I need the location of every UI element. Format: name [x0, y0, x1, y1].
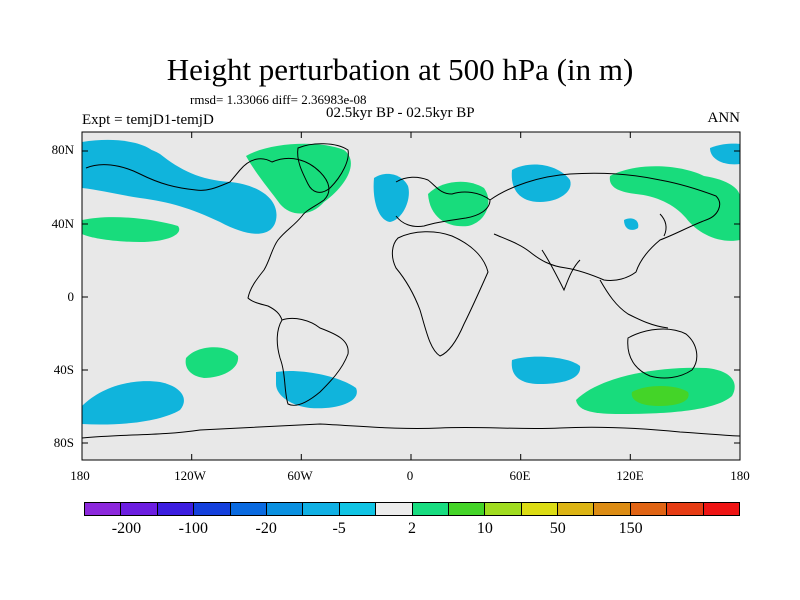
x-tick-180w: 180: [70, 468, 90, 483]
colorbar-swatch-11: [485, 503, 522, 515]
map-title: Height perturbation at 500 hPa (in m): [166, 52, 634, 87]
colorbar-swatch-9: [412, 503, 449, 515]
coast-southeast-asia: [599, 279, 669, 329]
season-label: ANN: [707, 110, 741, 126]
anomaly-strong-positive-core: [631, 386, 689, 406]
experiment-label: Expt = temjD1-temjD: [82, 112, 214, 128]
anomaly-korea: [624, 218, 639, 230]
colorbar: [84, 502, 740, 516]
colorbar-swatch-16: [667, 503, 704, 515]
x-tick-0: 0: [406, 468, 414, 483]
anomaly-north-pacific: [82, 143, 277, 234]
colorbar-swatch-1: [121, 503, 158, 515]
y-tick-40s: 40S: [53, 362, 74, 377]
coast-north-america: [85, 157, 330, 321]
colorbar-swatch-2: [157, 503, 195, 515]
anomaly-arctic-west: [82, 139, 155, 163]
colorbar-label-2: -20: [255, 520, 277, 537]
colorbar-swatch-12: [521, 503, 559, 515]
axis-ticks: [81, 132, 741, 460]
colorbar-swatch-5: [266, 503, 304, 515]
y-tick-40n: 40N: [51, 216, 74, 231]
world-map-plot: [81, 131, 741, 461]
colorbar-label-6: 50: [549, 520, 566, 537]
coast-asia: [489, 172, 721, 281]
coast-africa: [391, 231, 489, 357]
x-tick-180e: 180: [730, 468, 750, 483]
y-tick-80n: 80N: [51, 142, 74, 157]
coast-japan: [659, 213, 667, 237]
colorbar-swatch-10: [448, 503, 486, 515]
anomaly-northeast-asia: [609, 166, 741, 241]
anomaly-canada-greenland: [246, 143, 351, 214]
coast-greenland: [297, 143, 349, 193]
coastlines: [81, 143, 741, 439]
coast-south-america: [276, 317, 349, 406]
negative-anomaly-regions: [82, 139, 740, 425]
colorbar-swatch-14: [594, 503, 631, 515]
colorbar-swatch-8: [376, 503, 413, 515]
colorbar-label-1: -100: [178, 520, 208, 537]
colorbar-swatch-4: [230, 503, 267, 515]
coast-australia: [627, 328, 698, 379]
colorbar-swatch-3: [194, 503, 231, 515]
colorbar-swatch-7: [339, 503, 377, 515]
colorbar-label-4: 2: [408, 520, 416, 537]
anomaly-north-atlantic: [373, 173, 409, 222]
y-tick-equator: 0: [67, 289, 75, 304]
anomaly-southeast-pacific: [185, 347, 239, 378]
colorbar-swatch-0: [85, 503, 122, 515]
y-tick-80s: 80S: [53, 435, 74, 450]
anomaly-siberia: [511, 164, 571, 202]
x-tick-120w: 120W: [174, 468, 206, 483]
period-label: 02.5kyr BP - 02.5kyr BP: [326, 105, 475, 121]
anomaly-south-indian: [511, 356, 581, 384]
colorbar-label-5: 10: [476, 520, 493, 537]
colorbar-swatch-15: [630, 503, 668, 515]
x-tick-120e: 120E: [616, 468, 644, 483]
colorbar-label-3: -5: [332, 520, 346, 537]
coast-india: [541, 249, 581, 292]
anomaly-arctic-east: [710, 143, 740, 165]
x-tick-60e: 60E: [509, 468, 531, 483]
colorbar-swatch-13: [558, 503, 595, 515]
anomaly-northeast-pacific: [82, 217, 180, 242]
colorbar-swatch-17: [703, 503, 740, 515]
colorbar-label-0: -200: [111, 520, 142, 537]
anomaly-south-atlantic: [276, 370, 357, 409]
x-tick-60w: 60W: [287, 468, 313, 483]
colorbar-swatch-6: [303, 503, 340, 515]
anomaly-south-pacific: [82, 381, 184, 425]
rmsd-diff-stats: rmsd= 1.33066 diff= 2.36983e-08: [190, 92, 367, 107]
colorbar-label-7: 150: [618, 520, 643, 537]
coast-antarctica: [81, 423, 741, 439]
